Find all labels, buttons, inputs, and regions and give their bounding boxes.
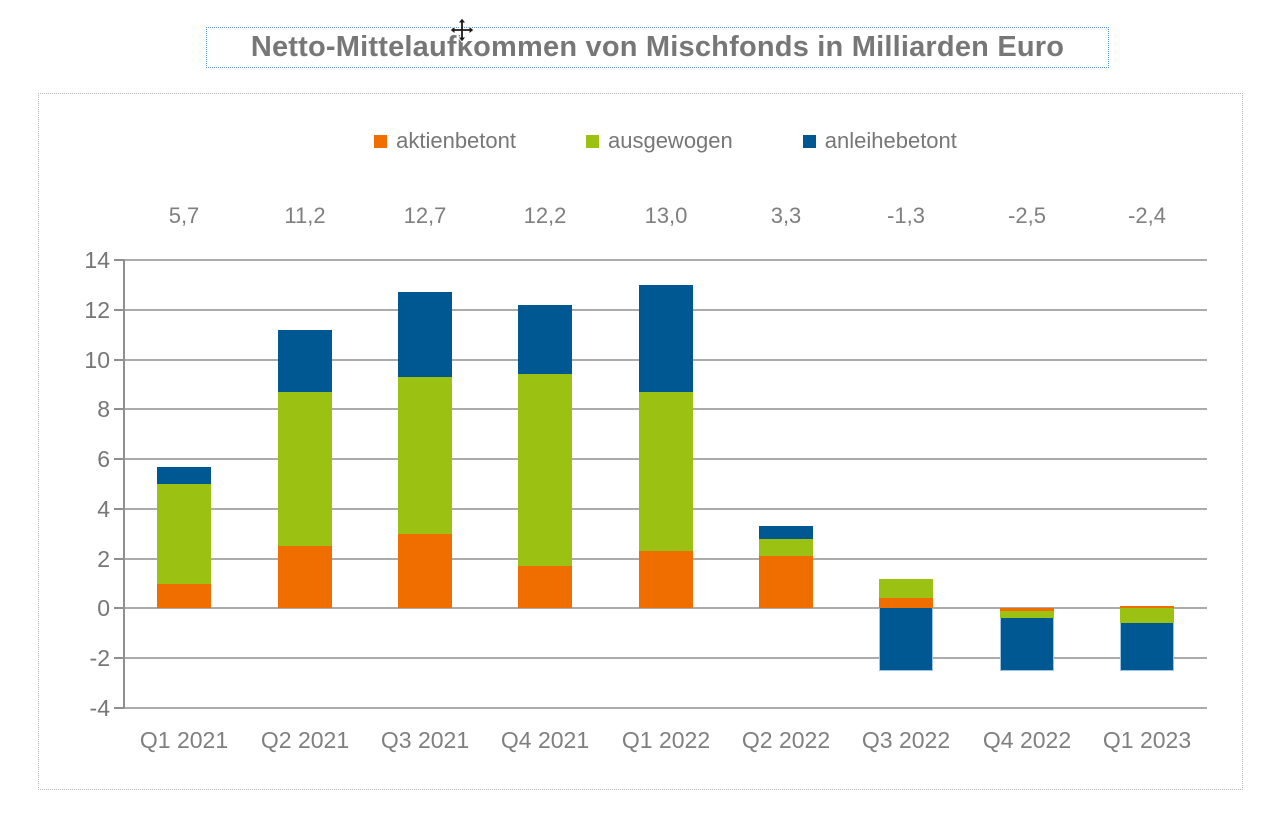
bar-segment-anleihebetont[interactable] xyxy=(518,304,572,375)
bar-total-label: 3,3 xyxy=(770,203,802,228)
axis-tick xyxy=(114,557,124,560)
y-axis-label: -2 xyxy=(89,645,110,672)
bar-total-label: 12,2 xyxy=(523,203,567,228)
bar-total-label: -1,3 xyxy=(887,203,925,228)
axis-tick xyxy=(114,408,124,411)
bar-total-label: 12,7 xyxy=(403,203,447,228)
bar-segment-ausgewogen[interactable] xyxy=(759,538,813,557)
axis-tick xyxy=(114,657,124,660)
y-axis-label: 6 xyxy=(97,446,110,473)
bar-segment-aktienbetont[interactable] xyxy=(1000,608,1054,611)
bar-segment-ausgewogen[interactable] xyxy=(639,391,693,552)
legend-item-anleihebetont[interactable]: anleihebetont xyxy=(802,128,957,154)
chart-title: Netto-Mittelaufkommen von Mischfonds in … xyxy=(250,31,1065,63)
gridline xyxy=(124,657,1207,660)
bar-segment-aktienbetont[interactable] xyxy=(278,546,332,609)
legend-label: ausgewogen xyxy=(607,128,733,153)
bar-segment-anleihebetont[interactable] xyxy=(1120,623,1174,671)
bar-segment-anleihebetont[interactable] xyxy=(759,526,813,539)
y-axis-label: 8 xyxy=(97,396,110,423)
legend-item-ausgewogen[interactable]: ausgewogen xyxy=(585,128,733,154)
axis-tick xyxy=(114,607,124,610)
y-axis-line xyxy=(123,260,125,708)
gridline xyxy=(124,707,1207,709)
bar-segment-ausgewogen[interactable] xyxy=(278,391,332,547)
bar-total-label: 11,2 xyxy=(284,203,326,228)
legend-swatch-ausgewogen xyxy=(585,134,599,148)
bar-segment-aktienbetont[interactable] xyxy=(157,583,211,609)
x-axis-label: Q1 2023 xyxy=(1102,727,1192,753)
bar-total-label: -2,5 xyxy=(1008,203,1046,228)
bar-segment-ausgewogen[interactable] xyxy=(879,578,933,599)
bar-segment-aktienbetont[interactable] xyxy=(518,566,572,609)
axis-tick xyxy=(114,507,124,510)
x-axis-label: Q3 2021 xyxy=(380,727,470,753)
x-axis-label: Q1 2021 xyxy=(139,727,229,753)
bar-segment-aktienbetont[interactable] xyxy=(398,533,452,609)
axis-tick xyxy=(114,707,124,709)
bar-total-label: 5,7 xyxy=(168,203,200,228)
bar-segment-anleihebetont[interactable] xyxy=(639,284,693,392)
x-axis-label: Q1 2022 xyxy=(621,727,711,753)
bar-segment-ausgewogen[interactable] xyxy=(518,374,572,567)
y-axis-label: 2 xyxy=(97,545,110,572)
gridline xyxy=(124,259,1207,261)
bar-total-label: -2,4 xyxy=(1128,203,1166,228)
y-axis-label: 4 xyxy=(97,495,110,522)
bar-segment-anleihebetont[interactable] xyxy=(398,292,452,377)
bar-segment-ausgewogen[interactable] xyxy=(157,484,211,584)
y-axis-label: 10 xyxy=(84,346,110,373)
bar-segment-aktienbetont[interactable] xyxy=(1120,605,1174,609)
legend-swatch-aktienbetont xyxy=(374,134,388,148)
x-axis-label: Q2 2021 xyxy=(260,727,350,753)
legend-label: anleihebetont xyxy=(824,128,957,153)
x-axis-label: Q4 2022 xyxy=(982,727,1072,753)
axis-tick xyxy=(114,358,124,361)
bar-segment-ausgewogen[interactable] xyxy=(1120,608,1174,624)
chart-legend: aktienbetont ausgewogen anleihebetont xyxy=(124,126,1207,156)
bar-segment-anleihebetont[interactable] xyxy=(1000,618,1054,671)
y-axis-label: 0 xyxy=(97,595,110,622)
x-axis-label: Q3 2022 xyxy=(861,727,951,753)
chart-title-box[interactable]: Netto-Mittelaufkommen von Mischfonds in … xyxy=(206,27,1109,68)
bar-total-label: 13,0 xyxy=(644,203,688,228)
y-axis-label: 14 xyxy=(84,247,110,273)
bar-segment-aktienbetont[interactable] xyxy=(759,556,813,609)
y-axis-label: -4 xyxy=(89,695,110,721)
bar-segment-anleihebetont[interactable] xyxy=(157,466,211,484)
bar-segment-ausgewogen[interactable] xyxy=(398,376,452,534)
x-axis-label: Q2 2022 xyxy=(741,727,831,753)
axis-tick xyxy=(114,458,124,461)
axis-tick xyxy=(114,308,124,311)
legend-label: aktienbetont xyxy=(396,128,516,153)
bar-segment-aktienbetont[interactable] xyxy=(639,551,693,609)
legend-swatch-anleihebetont xyxy=(802,134,816,148)
bar-segment-ausgewogen[interactable] xyxy=(1000,610,1054,619)
axis-tick xyxy=(114,259,124,261)
legend-item-aktienbetont[interactable]: aktienbetont xyxy=(374,128,516,154)
y-axis-label: 12 xyxy=(84,296,110,323)
x-axis-label: Q4 2021 xyxy=(500,727,590,753)
gridline xyxy=(124,607,1207,610)
bar-segment-anleihebetont[interactable] xyxy=(879,608,933,671)
move-cursor-icon xyxy=(449,17,475,43)
bar-segment-aktienbetont[interactable] xyxy=(879,598,933,609)
bar-segment-anleihebetont[interactable] xyxy=(278,329,332,392)
